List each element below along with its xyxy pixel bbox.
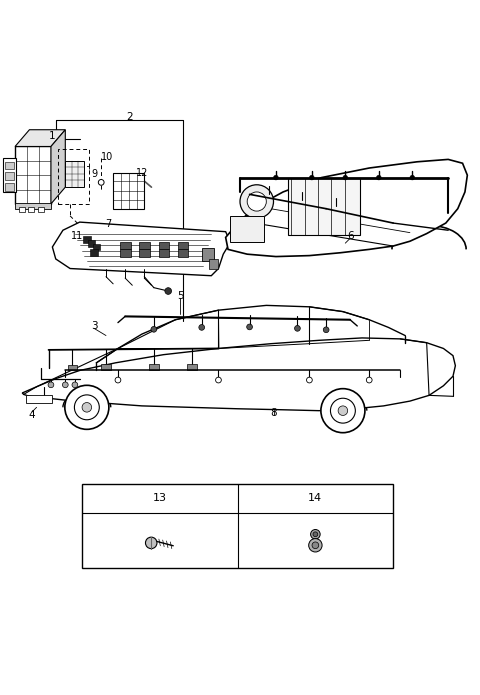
Bar [68,365,77,370]
Circle shape [98,179,104,186]
Circle shape [115,377,121,383]
Circle shape [295,325,300,332]
Text: 8: 8 [270,408,277,418]
Bar [202,248,214,261]
Text: 12: 12 [136,167,148,178]
Bar [120,242,131,250]
Circle shape [62,382,68,388]
Circle shape [312,542,319,548]
Circle shape [74,395,99,420]
Circle shape [338,406,348,416]
Bar [28,207,34,212]
Bar [230,216,264,242]
Bar [88,240,96,247]
Bar [140,242,150,250]
Circle shape [145,537,157,548]
Bar [158,242,169,250]
Bar [5,172,13,180]
Circle shape [376,175,381,180]
Text: 10: 10 [101,152,113,162]
Circle shape [274,175,278,180]
Bar [3,158,16,192]
Bar [101,364,111,370]
Circle shape [410,175,415,180]
Bar [82,484,393,568]
Bar [158,249,169,256]
Bar [58,149,89,204]
Bar [5,183,13,190]
Bar [15,203,51,208]
Circle shape [151,327,157,332]
Circle shape [247,192,266,211]
Bar [15,147,51,204]
Circle shape [310,175,314,180]
Bar [140,249,150,256]
Circle shape [80,224,89,234]
Polygon shape [22,338,456,411]
Bar [149,363,158,370]
Circle shape [82,227,87,231]
Circle shape [137,174,144,181]
Circle shape [366,377,372,383]
Circle shape [82,402,92,412]
Bar [5,162,13,170]
Polygon shape [51,130,65,204]
Circle shape [313,532,318,537]
Text: 14: 14 [308,493,323,503]
Circle shape [309,539,322,552]
Bar [113,173,144,208]
Text: 9: 9 [91,170,97,179]
Text: 2: 2 [127,112,133,122]
Text: 11: 11 [71,231,84,241]
Polygon shape [15,130,65,147]
Bar [19,207,24,212]
Bar [90,250,98,256]
Circle shape [311,530,320,539]
Text: 13: 13 [153,493,167,503]
Circle shape [330,398,355,423]
Circle shape [323,327,329,333]
Circle shape [240,185,274,218]
Text: 3: 3 [91,321,97,331]
Bar [38,207,44,212]
Circle shape [72,382,78,388]
Circle shape [307,377,312,383]
Circle shape [65,385,109,430]
Text: 5: 5 [177,291,183,301]
Bar [178,249,188,256]
Bar [93,244,100,250]
Bar [187,363,197,370]
Circle shape [343,175,348,180]
Bar [25,395,52,402]
Bar [65,161,84,187]
Circle shape [48,382,54,388]
Bar [83,236,91,243]
Circle shape [247,324,252,330]
Bar [120,249,131,256]
Bar [288,178,360,235]
Text: 1: 1 [49,131,56,141]
Bar [209,259,217,268]
Polygon shape [226,159,468,256]
Polygon shape [307,541,324,550]
Circle shape [199,325,204,330]
Circle shape [216,377,221,383]
Text: 7: 7 [105,219,111,229]
Polygon shape [52,222,230,276]
Circle shape [165,288,171,295]
Text: 4: 4 [28,409,35,420]
Text: 6: 6 [347,231,353,241]
Bar [178,242,188,250]
Circle shape [321,389,365,433]
